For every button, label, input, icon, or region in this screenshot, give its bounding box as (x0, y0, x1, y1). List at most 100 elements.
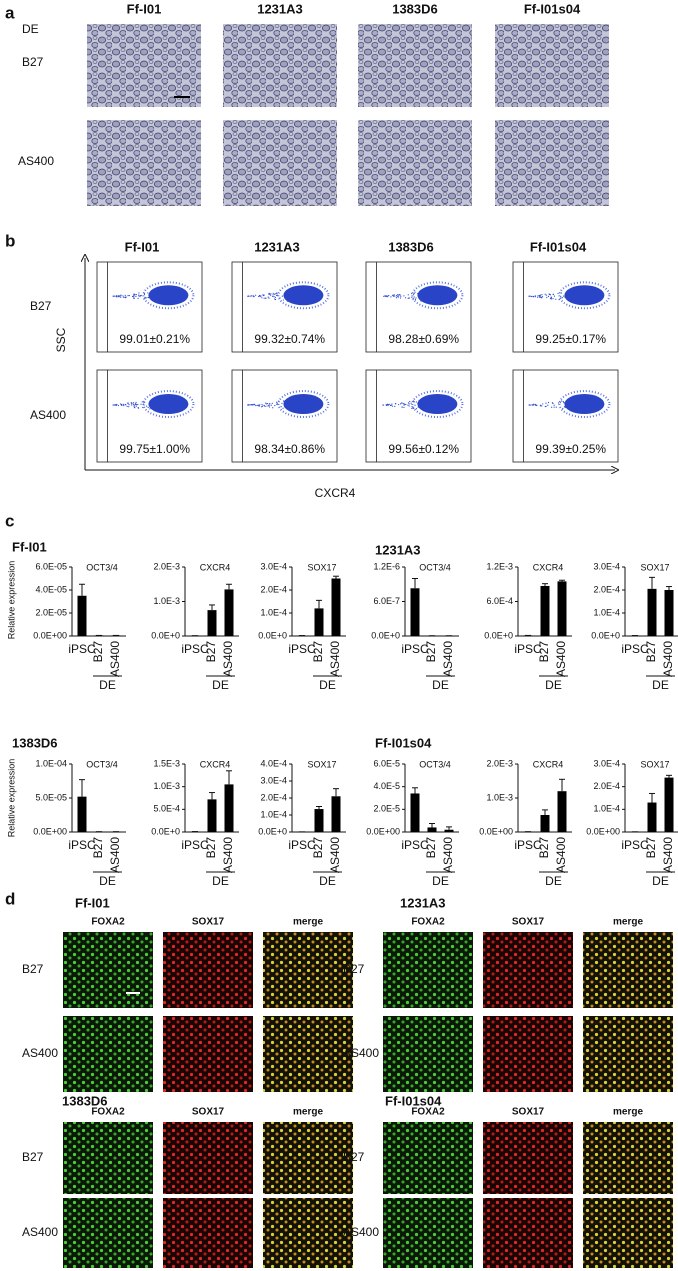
y-tick-label: 2.0E-4 (260, 792, 287, 802)
channel-label: merge (613, 1107, 643, 1118)
event-dot (411, 296, 413, 298)
event-dot (276, 402, 278, 404)
event-dot (116, 404, 118, 406)
event-dot (256, 404, 258, 407)
event-dot (265, 297, 267, 299)
event-dot (258, 295, 260, 297)
event-dot (273, 296, 275, 298)
event-dot (405, 297, 407, 299)
event-dot (539, 295, 541, 297)
event-dot (385, 295, 387, 297)
event-dot (551, 402, 554, 404)
event-dot (390, 296, 392, 298)
event-cluster (148, 394, 189, 415)
column-header: 1383D6 (392, 1, 438, 16)
event-dot (544, 293, 546, 295)
event-dot (272, 407, 274, 409)
x-tick-label: AS400 (441, 641, 455, 677)
x-tick-label: iPSC (401, 838, 429, 852)
x-tick-label: AS400 (661, 837, 675, 873)
fluorescence-image (583, 1122, 673, 1194)
event-dot (413, 407, 415, 410)
bar (540, 585, 550, 636)
flow-plot (231, 261, 338, 353)
y-axis-label: SSC (54, 327, 68, 352)
event-dot (259, 404, 261, 406)
event-dot (399, 403, 402, 405)
event-dot (135, 402, 137, 405)
event-dot (553, 404, 555, 406)
fluorescence-image (583, 1198, 673, 1268)
event-dot (137, 294, 140, 296)
flow-plot (512, 369, 619, 463)
fluorescence-image (383, 932, 473, 1008)
event-dot (553, 406, 555, 408)
event-dot (263, 297, 265, 299)
gate-percentage: 98.34±0.86% (254, 442, 325, 456)
event-dot (529, 295, 531, 297)
event-dot (541, 294, 543, 296)
event-dot (147, 406, 149, 409)
x-tick-label: AS400 (221, 837, 235, 873)
event-dot (124, 294, 126, 296)
event-dot (255, 404, 257, 407)
y-tick-label: 5.0E-4 (153, 804, 180, 814)
event-dot (274, 298, 276, 300)
event-dot (549, 297, 552, 300)
event-dot (551, 406, 553, 408)
channel-label: merge (293, 1107, 323, 1118)
event-cluster (564, 394, 605, 415)
event-dot (271, 402, 273, 404)
x-tick-label: iPSC (181, 642, 209, 656)
y-tick-label: 0.0E+0 (258, 826, 287, 836)
chart-title: CXCR4 (200, 562, 231, 572)
event-dot (382, 404, 384, 406)
event-dot (135, 295, 137, 298)
event-dot (276, 401, 278, 403)
x-tick-label: iPSC (288, 838, 316, 852)
event-cluster (142, 281, 195, 310)
y-tick-label: 1.0E-4 (260, 809, 287, 819)
event-dot (261, 405, 264, 407)
micrograph (358, 24, 472, 107)
flow-plot (231, 369, 338, 463)
x-tick-label: AS400 (441, 837, 455, 873)
row-label: B27 (22, 55, 44, 69)
event-dot (394, 403, 397, 405)
event-dot (147, 296, 149, 299)
event-dot (149, 408, 151, 410)
y-tick-label: 0.0E+00 (366, 826, 400, 836)
y-tick-label: 1.0E-4 (593, 607, 620, 617)
y-tick-label: 0.0E+0 (591, 630, 620, 640)
fluorescence-image (163, 932, 253, 1008)
y-tick-label: 3.0E-4 (260, 775, 287, 785)
event-dot (135, 401, 137, 403)
event-dot (561, 400, 563, 402)
chart-title: OCT3/4 (86, 562, 118, 572)
event-dot (532, 296, 535, 298)
fluorescence-image (483, 932, 573, 1008)
flow-plot (96, 261, 203, 353)
event-dot (123, 403, 125, 405)
channel-label: SOX17 (512, 917, 545, 928)
event-dot (389, 404, 392, 407)
event-dot (409, 400, 411, 403)
event-dot (282, 407, 284, 409)
event-dot (282, 299, 284, 301)
y-tick-label: 0.0E+00 (586, 826, 620, 836)
event-dot (531, 404, 533, 406)
x-tick-label: B27 (424, 837, 438, 859)
bar (207, 610, 217, 636)
fluorescence-image (63, 1016, 153, 1092)
x-tick-label: AS400 (554, 837, 568, 873)
event-dot (268, 297, 270, 299)
fluorescence-image (263, 1122, 353, 1194)
chart-title: SOX17 (640, 562, 669, 572)
event-dot (265, 405, 267, 407)
event-dot (265, 403, 268, 405)
fluorescence-image (383, 1198, 473, 1268)
event-dot (402, 402, 404, 404)
event-dot (135, 404, 138, 406)
y-tick-label: 4.0E-5 (373, 781, 400, 791)
event-dot (281, 402, 283, 404)
